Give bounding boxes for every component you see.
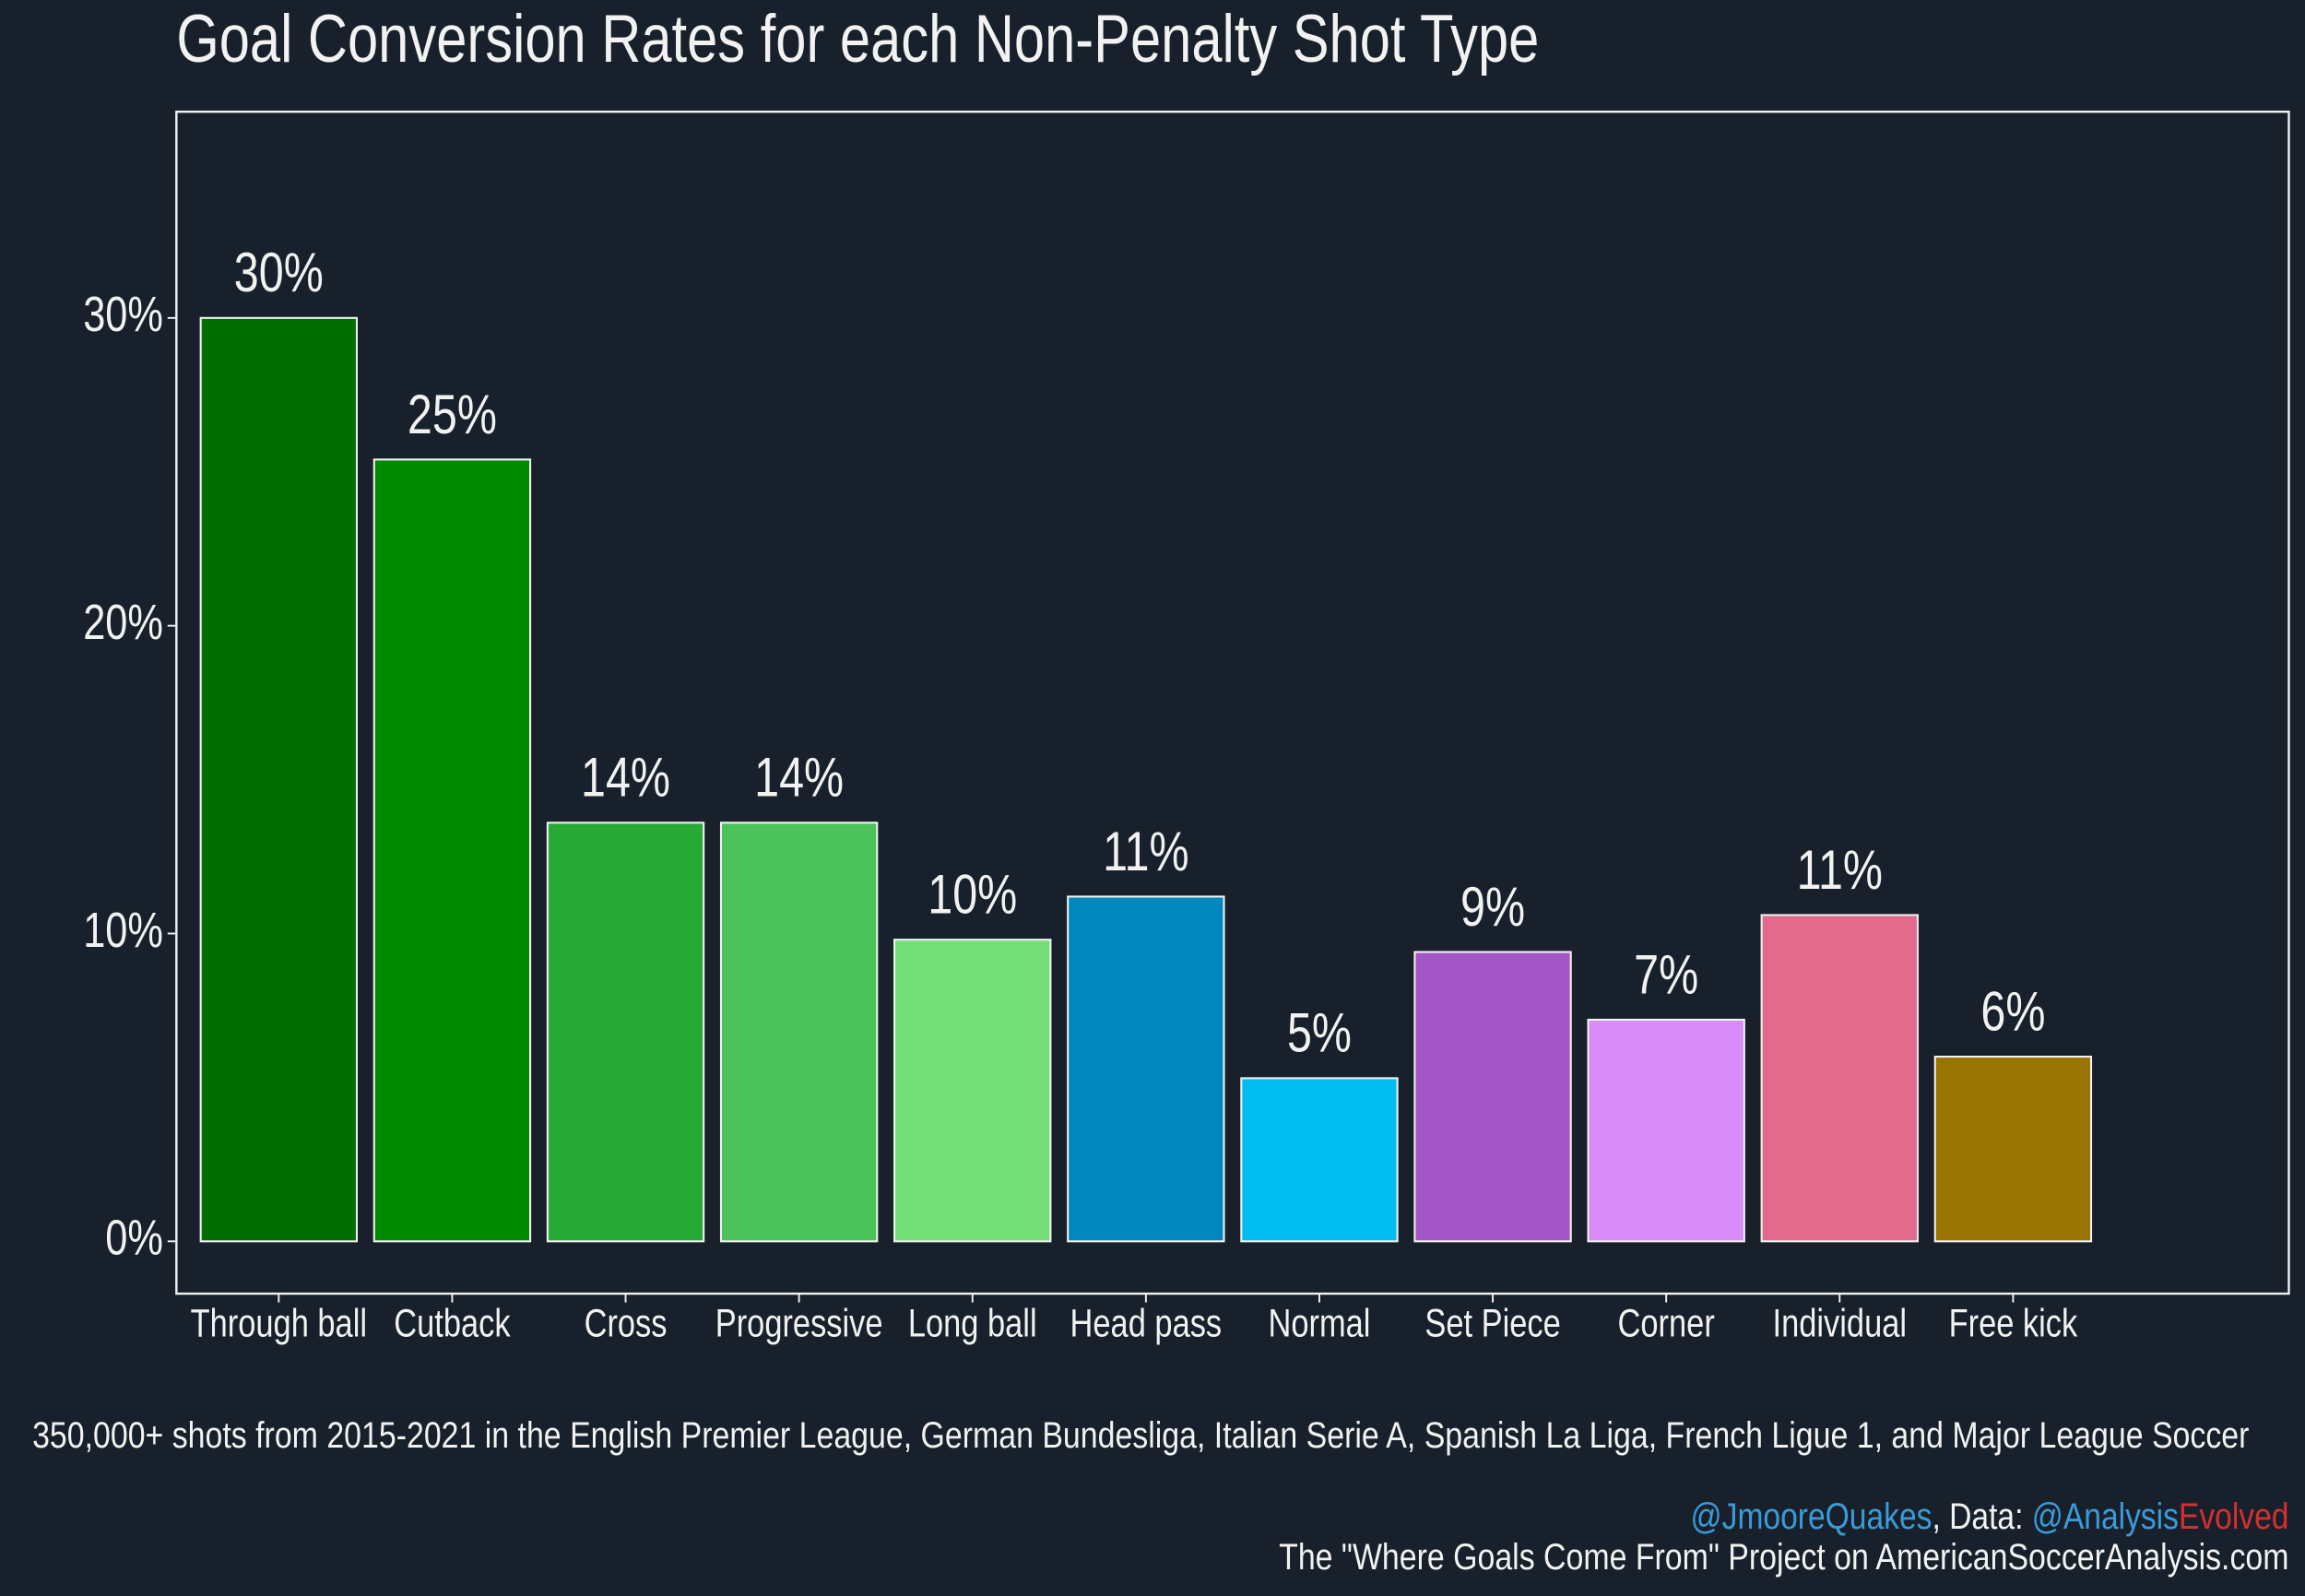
bar xyxy=(1413,951,1572,1243)
credit-data-prefix: , Data: xyxy=(1932,1496,2031,1537)
credit-source: Evolved xyxy=(2179,1496,2289,1537)
value-label: 11% xyxy=(1103,820,1188,882)
bar xyxy=(719,822,879,1243)
x-tick-label: Set Piece xyxy=(1424,1302,1560,1345)
bar xyxy=(1933,1055,2093,1243)
y-tick-label: 30% xyxy=(83,288,163,343)
value-label: 5% xyxy=(1287,1001,1352,1064)
value-label: 7% xyxy=(1634,942,1698,1005)
value-label: 14% xyxy=(581,745,670,808)
chart-body: Goal Conversion Rates for each Non-Penal… xyxy=(32,1,2290,1578)
credit-source: @Analysis xyxy=(2032,1496,2179,1537)
y-tick-label: 10% xyxy=(83,903,163,958)
x-tick-label: Individual xyxy=(1773,1302,1907,1345)
credit-line: @JmooreQuakes, Data: @AnalysisEvolved xyxy=(1691,1496,2289,1537)
value-label: 11% xyxy=(1797,838,1883,901)
bar xyxy=(893,939,1052,1243)
x-tick-label: Cutback xyxy=(394,1302,511,1345)
x-tick-label: Long ball xyxy=(908,1302,1037,1345)
x-tick-label: Free kick xyxy=(1949,1302,2078,1345)
project-credit: The "Where Goals Come From" Project on A… xyxy=(1279,1537,2288,1578)
plot-frame xyxy=(175,110,2290,1295)
value-label: 10% xyxy=(928,862,1017,925)
bar xyxy=(1760,914,1919,1243)
x-tick-label: Normal xyxy=(1268,1302,1370,1345)
bar xyxy=(372,458,532,1243)
value-label: 14% xyxy=(754,745,844,808)
x-tick-label: Through ball xyxy=(191,1302,367,1345)
y-tick-label: 0% xyxy=(105,1211,163,1266)
x-tick-label: Cross xyxy=(585,1302,668,1345)
chart-title: Goal Conversion Rates for each Non-Penal… xyxy=(176,1,1539,77)
value-label: 25% xyxy=(408,383,497,445)
bar xyxy=(546,822,705,1243)
value-label: 9% xyxy=(1460,875,1525,938)
bar xyxy=(199,316,358,1243)
credit-handle: @JmooreQuakes xyxy=(1691,1496,1933,1537)
y-tick-label: 20% xyxy=(83,596,163,651)
x-tick-label: Progressive xyxy=(715,1302,883,1345)
value-label: 30% xyxy=(234,241,324,303)
caption: 350,000+ shots from 2015-2021 in the Eng… xyxy=(32,1415,2249,1456)
bar xyxy=(1240,1077,1399,1243)
bar xyxy=(1067,895,1225,1243)
x-tick-label: Corner xyxy=(1618,1302,1715,1345)
value-label: 6% xyxy=(1980,979,2045,1042)
bar xyxy=(1587,1018,1745,1243)
x-tick-label: Head pass xyxy=(1070,1302,1223,1345)
